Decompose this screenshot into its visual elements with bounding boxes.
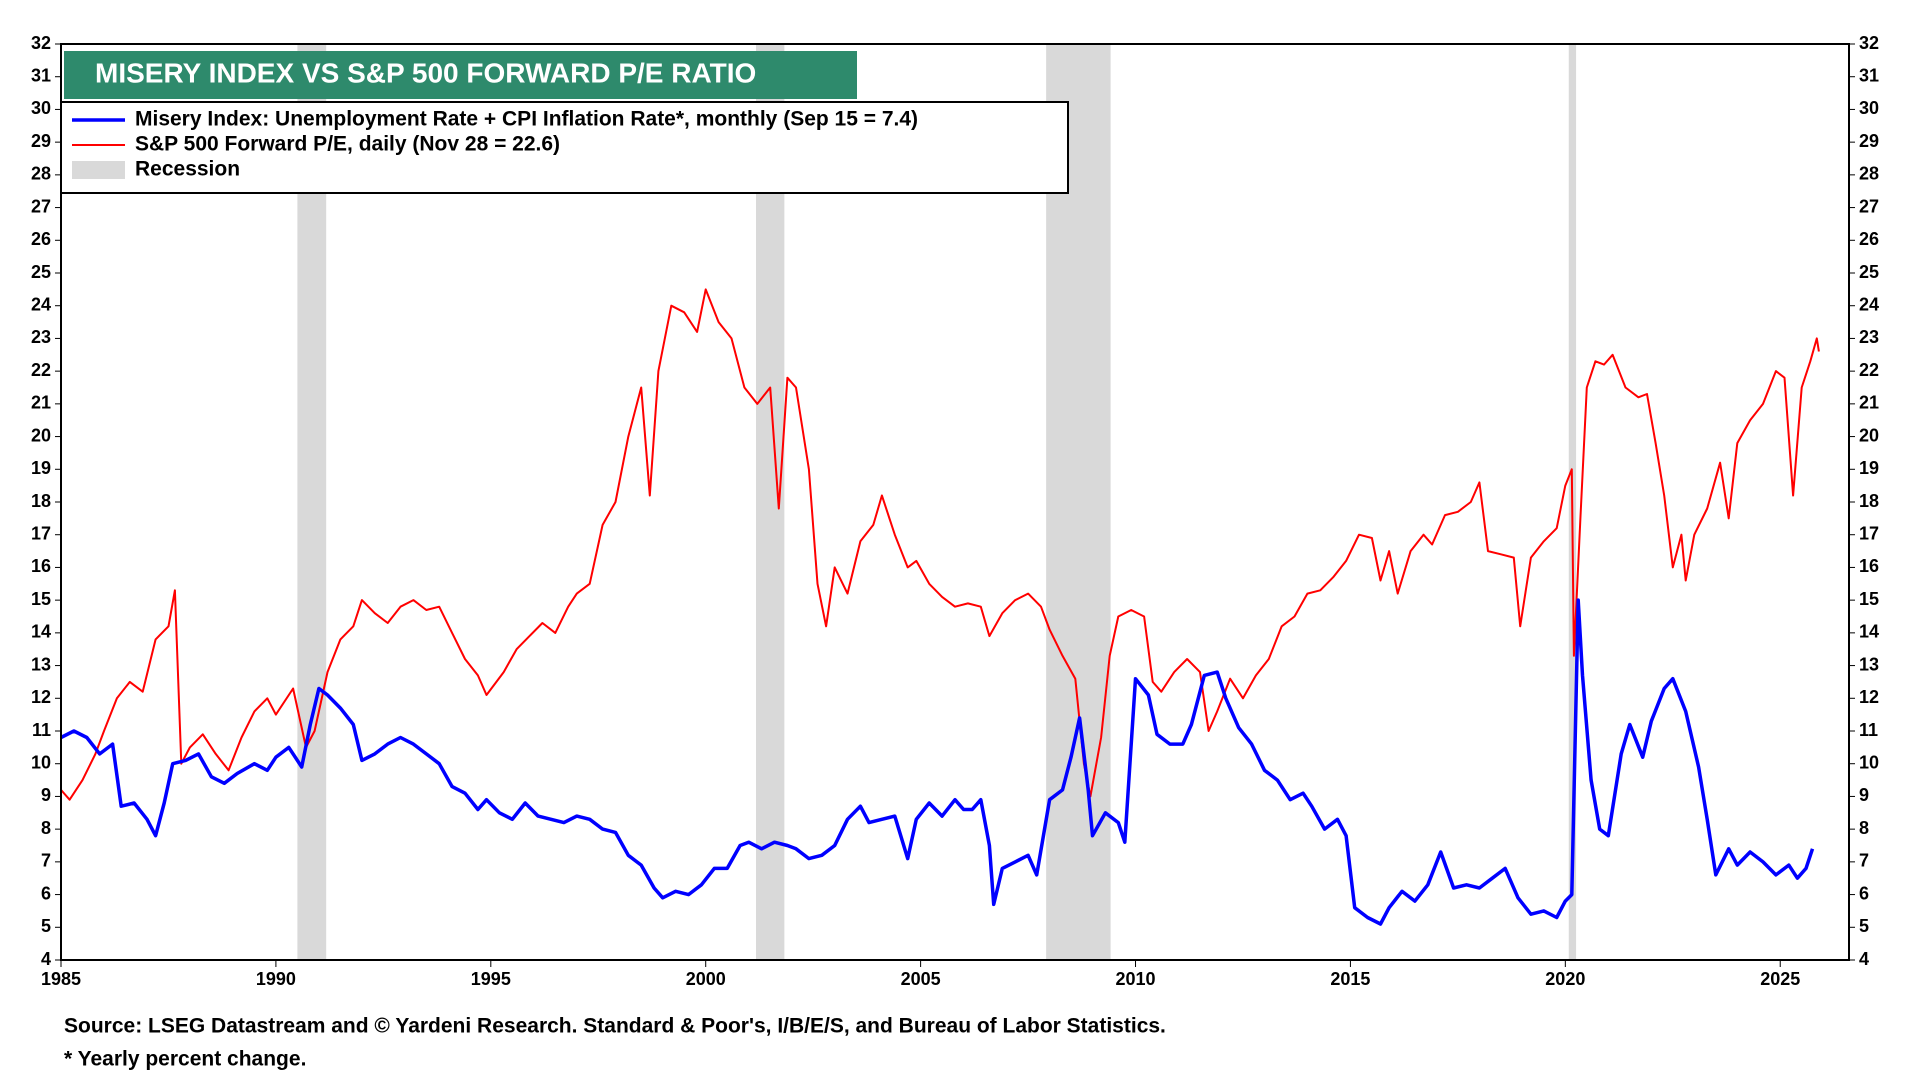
y2-tick-label: 9	[1859, 785, 1869, 805]
y-tick-label: 12	[31, 687, 51, 707]
y2-tick-label: 32	[1859, 33, 1879, 53]
y2-tick-label: 5	[1859, 916, 1869, 936]
legend-label: Recession	[135, 158, 240, 181]
legend-label: S&P 500 Forward P/E, daily (Nov 28 = 22.…	[135, 133, 560, 156]
x-tick-label: 2000	[686, 969, 726, 989]
y2-tick-label: 30	[1859, 98, 1879, 118]
y-tick-label: 23	[31, 327, 51, 347]
y2-tick-label: 28	[1859, 164, 1879, 184]
legend: Misery Index: Unemployment Rate + CPI In…	[60, 101, 1069, 194]
y-tick-label: 25	[31, 262, 51, 282]
x-tick-label: 2025	[1760, 969, 1800, 989]
y2-tick-label: 7	[1859, 851, 1869, 871]
y2-tick-label: 20	[1859, 425, 1879, 445]
y2-tick-label: 8	[1859, 818, 1869, 838]
y-tick-label: 21	[31, 393, 51, 413]
y-tick-label: 10	[31, 752, 51, 772]
y-tick-label: 6	[41, 883, 51, 903]
x-tick-label: 2010	[1115, 969, 1155, 989]
y2-tick-label: 26	[1859, 229, 1879, 249]
recession-band	[1046, 44, 1111, 960]
y2-tick-label: 27	[1859, 196, 1879, 216]
y-tick-label: 5	[41, 916, 51, 936]
y2-tick-label: 13	[1859, 654, 1879, 674]
x-tick-label: 1995	[471, 969, 511, 989]
y2-tick-label: 31	[1859, 65, 1879, 85]
series-line	[60, 598, 1815, 926]
footnote: * Yearly percent change.	[64, 1048, 306, 1071]
source-note: Source: LSEG Datastream and © Yardeni Re…	[64, 1015, 1166, 1038]
y2-tick-label: 24	[1859, 294, 1879, 314]
y-tick-label: 8	[41, 818, 51, 838]
y-tick-label: 28	[31, 164, 51, 184]
y-tick-label: 30	[31, 98, 51, 118]
y2-tick-label: 17	[1859, 523, 1879, 543]
y-tick-label: 18	[31, 491, 51, 511]
y-tick-label: 31	[31, 65, 51, 85]
y2-tick-label: 23	[1859, 327, 1879, 347]
y-tick-label: 26	[31, 229, 51, 249]
y2-tick-label: 4	[1859, 949, 1869, 969]
y2-tick-label: 10	[1859, 752, 1879, 772]
y-tick-label: 29	[31, 131, 51, 151]
chart-title: MISERY INDEX VS S&P 500 FORWARD P/E RATI…	[95, 57, 756, 88]
y2-tick-label: 15	[1859, 589, 1879, 609]
y-tick-label: 15	[31, 589, 51, 609]
legend-swatch	[72, 161, 125, 179]
y2-tick-label: 19	[1859, 458, 1879, 478]
y2-tick-label: 11	[1859, 720, 1878, 740]
y-tick-label: 14	[31, 622, 51, 642]
x-tick-label: 1990	[256, 969, 296, 989]
y-tick-label: 32	[31, 33, 51, 53]
y-tick-label: 24	[31, 294, 51, 314]
y-tick-label: 11	[32, 720, 51, 740]
y-tick-label: 19	[31, 458, 51, 478]
x-tick-label: 1985	[41, 969, 81, 989]
y-tick-label: 9	[41, 785, 51, 805]
y2-tick-label: 21	[1859, 393, 1879, 413]
y2-tick-label: 18	[1859, 491, 1879, 511]
y-tick-label: 20	[31, 425, 51, 445]
y2-tick-label: 14	[1859, 622, 1879, 642]
y-tick-label: 17	[31, 523, 51, 543]
y2-tick-label: 12	[1859, 687, 1879, 707]
y-tick-label: 27	[31, 196, 51, 216]
series-line	[60, 288, 1820, 801]
y2-tick-label: 22	[1859, 360, 1879, 380]
plot-lines	[60, 288, 1820, 926]
y-tick-label: 13	[31, 654, 51, 674]
x-tick-label: 2020	[1545, 969, 1585, 989]
y2-tick-label: 6	[1859, 883, 1869, 903]
y2-tick-label: 16	[1859, 556, 1879, 576]
y-tick-label: 7	[41, 851, 51, 871]
recession-band	[297, 44, 327, 960]
title-box	[64, 51, 857, 99]
y2-tick-label: 25	[1859, 262, 1879, 282]
y-tick-label: 4	[41, 949, 51, 969]
legend-box	[60, 101, 1069, 194]
axes: 4 4 5 5 6 6 7 7 8 8 9 9 10 10 11 11 12 12 13 13 14 14 15 15 16 16…	[31, 33, 1879, 989]
legend-label: Misery Index: Unemployment Rate + CPI In…	[135, 108, 918, 131]
y2-tick-label: 29	[1859, 131, 1879, 151]
y-tick-label: 16	[31, 556, 51, 576]
x-tick-label: 2005	[901, 969, 941, 989]
x-tick-label: 2015	[1330, 969, 1370, 989]
y-tick-label: 22	[31, 360, 51, 380]
